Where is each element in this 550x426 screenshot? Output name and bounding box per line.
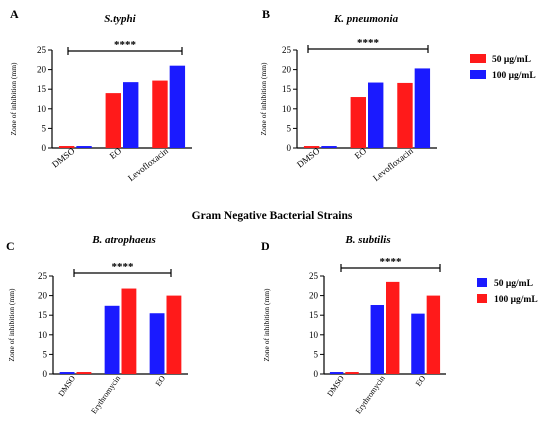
panel-d-title: B. subtilis (344, 234, 390, 246)
panel-c-bar (167, 296, 182, 374)
panel-a-ytick-label: 10 (37, 104, 47, 114)
panel-b-bar (351, 97, 366, 148)
panel-a-letter: A (10, 7, 19, 21)
panel-a-bar (106, 93, 121, 148)
panel-d-bar (427, 296, 440, 374)
panel-c-ytick-label: 5 (43, 349, 48, 359)
legend-bottom-label-2: 100 μg/mL (494, 295, 538, 305)
panel-d-ytick-label: 25 (309, 271, 319, 281)
panel-a-sig-label: **** (114, 39, 137, 51)
panel-a-ytick-label: 25 (37, 45, 47, 55)
panel-c-sig-label: **** (112, 261, 135, 273)
panel-c-ytick-label: 25 (38, 271, 48, 281)
panel-d-bar (345, 372, 358, 374)
panel-a-bar (76, 146, 91, 148)
panel-d-letter: D (261, 239, 270, 253)
panel-a: A S.typhi 0 5 10 15 20 25 Zone of inhibition (mm… (9, 7, 192, 183)
panel-b-ytick-label: 5 (287, 123, 292, 133)
legend-bottom-label-1: 50 μg/mL (494, 279, 533, 289)
panel-b-ytick-label: 10 (282, 104, 292, 114)
panel-a-category-label: DMSO (50, 145, 77, 169)
legend-bottom-swatch-1 (477, 278, 487, 287)
legend-bottom-swatch-2 (477, 294, 487, 303)
panel-b: B K. pneumonia 0 5 10 15 20 25 Zone of inhibitio… (259, 7, 437, 183)
panel-b-bar (397, 83, 412, 148)
panel-a-category-label: Levofloxacin (126, 145, 170, 183)
panel-d-ylabel: Zone of inhibition (mm) (262, 288, 271, 362)
panel-c-ytick-label: 10 (38, 330, 48, 340)
panel-a-ytick-label: 5 (42, 123, 47, 133)
panel-c-bar (122, 289, 137, 374)
panel-b-ytick-label: 25 (282, 45, 292, 55)
panel-c-ytick-label: 15 (38, 310, 48, 320)
panel-b-category-label: DMSO (295, 145, 322, 169)
panel-a-ytick-label: 0 (42, 143, 47, 153)
panel-b-ytick-label: 0 (287, 143, 292, 153)
panel-d-ytick-label: 0 (314, 369, 319, 379)
panel-d-sig-label: **** (380, 256, 403, 268)
panel-d-category-label: EO (414, 374, 428, 388)
panel-c-category-label: EO (154, 374, 168, 388)
panel-b-title: K. pneumonia (333, 13, 399, 25)
panel-b-letter: B (262, 7, 270, 21)
panel-c-bar (105, 306, 120, 374)
panel-a-bar (123, 82, 138, 148)
panel-c-ytick-label: 20 (38, 291, 48, 301)
panel-c-letter: C (6, 239, 15, 253)
panel-c-category-label: DMSO (57, 374, 78, 398)
panel-b-ytick-label: 20 (282, 65, 292, 75)
panel-b-bar (415, 68, 430, 148)
panel-b-ytick-label: 15 (282, 84, 292, 94)
panel-c-title: B. atrophaeus (91, 234, 156, 246)
panel-c: C B. atrophaeus 0 5 10 15 20 25 Zone of inhibiti… (6, 234, 188, 416)
panel-d-category-label: Erythromycin (354, 374, 387, 416)
panel-a-bar (152, 81, 167, 148)
panel-c-bar (60, 372, 75, 374)
panel-a-ytick-label: 20 (37, 65, 47, 75)
panel-a-bar (170, 66, 185, 148)
panel-c-category-label: Erythromycin (89, 374, 122, 416)
panel-b-ylabel: Zone of inhibition (mm) (259, 62, 268, 136)
panel-c-bar (150, 313, 165, 374)
panel-a-title: S.typhi (104, 13, 136, 25)
panel-d-bar (371, 305, 384, 374)
panel-d-ytick-label: 5 (314, 349, 319, 359)
panel-a-ylabel: Zone of inhibition (mm) (9, 62, 18, 136)
panel-d-ytick-label: 15 (309, 310, 319, 320)
panel-b-sig-label: **** (357, 37, 380, 49)
legend-top-swatch-1 (470, 54, 486, 63)
panel-b-bar (368, 83, 383, 148)
legend-top: 50 μg/mL 100 μg/mL (470, 54, 536, 81)
panel-b-bar (321, 146, 336, 148)
panel-d-bar (330, 372, 343, 374)
panel-c-ytick-label: 0 (43, 369, 48, 379)
panel-d-bar (411, 314, 424, 374)
legend-top-swatch-2 (470, 70, 486, 79)
legend-bottom: 50 μg/mL 100 μg/mL (477, 278, 538, 305)
legend-top-label-1: 50 μg/mL (492, 55, 531, 65)
panel-d-ytick-label: 10 (309, 330, 319, 340)
panel-c-ylabel: Zone of inhibition (mm) (7, 288, 16, 362)
panel-a-ytick-label: 15 (37, 84, 47, 94)
section-title: Gram Negative Bacterial Strains (192, 210, 353, 222)
panel-d-ytick-label: 20 (309, 291, 319, 301)
panel-d: D B. subtilis 0 5 10 15 20 25 Zone of inhibition… (261, 234, 446, 416)
panel-c-bar (77, 372, 92, 374)
panel-d-category-label: DMSO (325, 374, 346, 398)
legend-top-label-2: 100 μg/mL (492, 71, 536, 81)
panel-b-category-label: Levofloxacin (371, 145, 415, 183)
panel-d-bar (386, 282, 399, 374)
